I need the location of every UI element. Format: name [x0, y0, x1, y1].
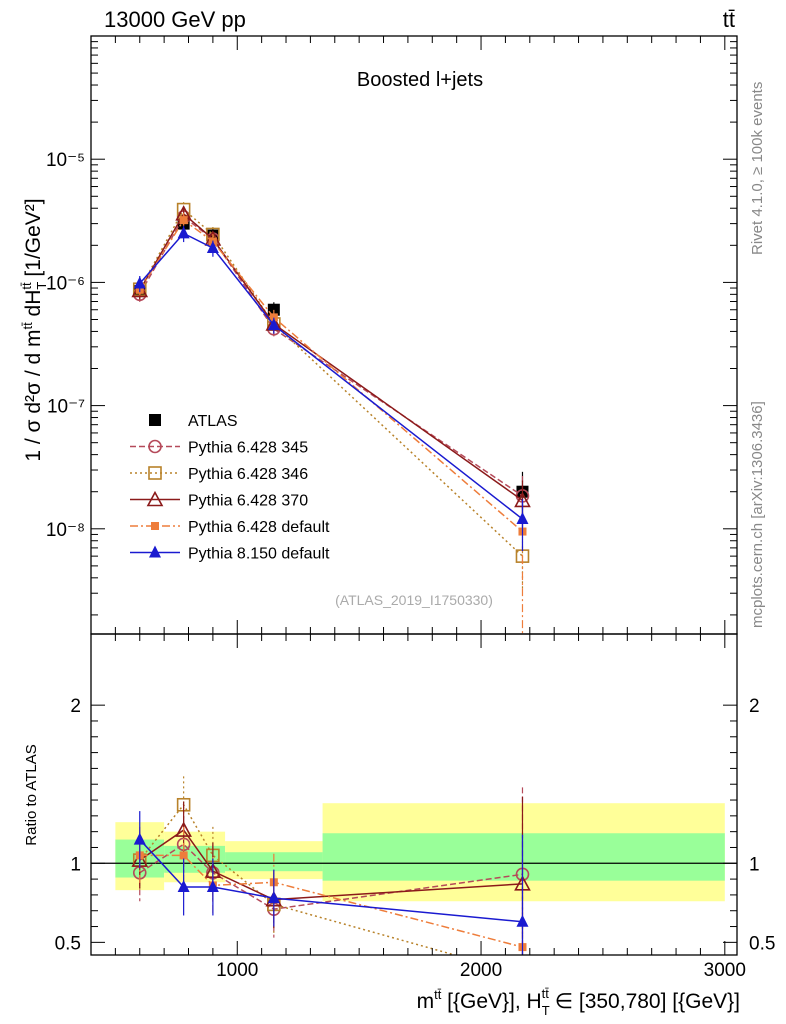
legend-label: Pythia 6.428 370: [188, 493, 308, 510]
legend-label: Pythia 6.428 345: [188, 440, 308, 457]
ratio-point: [175, 821, 192, 837]
ratio-y-tick-label: 0.5: [55, 933, 81, 954]
legend-label: Pythia 8.150 default: [188, 546, 330, 563]
ratio-point: [516, 914, 529, 927]
x-tick-label: 3000: [704, 960, 746, 981]
legend-label: Pythia 6.428 default: [188, 519, 330, 536]
ratio-bands: [91, 803, 737, 902]
ylabel-tail: [1/GeV²]: [22, 198, 45, 282]
y-tick-label: 10⁻⁶: [46, 273, 85, 294]
ratio-y-tick-label-right: 2: [749, 696, 760, 717]
header-left: 13000 GeV pp: [104, 7, 246, 32]
legend-label: ATLAS: [188, 413, 238, 430]
watermark: (ATLAS_2019_I1750330): [335, 592, 493, 608]
ratio-y-tick-label: 1: [70, 854, 81, 875]
ratio-axes: 2 2 1 1 0.5 0.5 1000 2000 3000: [55, 633, 775, 981]
ylabel-sup2: tt̄: [19, 282, 34, 290]
y-tick-label: 10⁻⁷: [47, 397, 85, 418]
data-point: [133, 276, 146, 289]
xlabel-m: m: [417, 990, 435, 1013]
ratio-series: [131, 776, 531, 980]
main-ylabel: 1 / σ d²σ / d mtt̄ dHTtt̄ [1/GeV²]: [19, 198, 49, 461]
ylabel-sup1: tt̄: [20, 322, 35, 330]
band-green: [322, 833, 725, 881]
x-tick-label: 2000: [460, 960, 502, 981]
ratio-y-tick-label-right: 1: [749, 854, 760, 875]
data-point: [179, 216, 188, 225]
x-tick-label: 1000: [216, 960, 258, 981]
data-point: [206, 241, 219, 254]
main-plot-area: [131, 202, 531, 634]
xlabel-sup2: tt̄: [542, 986, 550, 1001]
main-title: Boosted l+jets: [357, 69, 483, 91]
ratio-ylabel: Ratio to ATLAS: [23, 744, 40, 845]
data-point: [177, 226, 190, 239]
legend-label: Pythia 6.428 346: [188, 466, 308, 483]
ratio-frame: [90, 633, 738, 956]
ratio-point: [516, 968, 528, 980]
rivet-label: Rivet 4.1.0, ≥ 100k events: [749, 82, 766, 255]
header-right: tt̄: [723, 7, 735, 32]
legend-marker: [148, 466, 162, 480]
data-point: [269, 313, 278, 322]
ratio-y-tick-label-right: 0.5: [749, 933, 775, 954]
ratio-y-tick-label: 2: [70, 696, 81, 717]
xlabel-a: [{GeV}], H: [441, 990, 541, 1013]
ylabel-sub2: T: [34, 282, 49, 290]
ylabel-mid: dH: [22, 290, 45, 323]
ratio-point: [177, 880, 190, 893]
data-point: [516, 512, 529, 525]
legend-marker: [149, 545, 161, 558]
xlabel-b: ∈ [350,780] [{GeV}]: [549, 990, 740, 1013]
ratio-point: [206, 880, 219, 893]
xlabel: mtt̄ [{GeV}], HTtt̄ ∈ [350,780] [{GeV}]: [417, 986, 740, 1018]
series-line-2: [139, 208, 523, 557]
y-tick-label: 10⁻⁵: [46, 150, 85, 171]
ylabel-main: 1 / σ d²σ / d m: [22, 330, 45, 462]
y-tick-label: 10⁻⁸: [46, 520, 85, 541]
legend-marker: [151, 522, 159, 530]
ratio-point: [133, 832, 146, 845]
main-frame: [90, 35, 738, 635]
data-point: [267, 318, 280, 331]
legend-marker: [146, 490, 164, 507]
legend-marker: [149, 414, 161, 426]
ratio-point: [179, 851, 188, 860]
ratio-point: [267, 891, 280, 904]
series-line-4: [139, 219, 523, 533]
xlabel-sup1: tt̄: [434, 987, 442, 1002]
main-axes: 10⁻⁵ 10⁻⁶ 10⁻⁷ 10⁻⁸: [46, 35, 738, 635]
xlabel-sub: T: [542, 1003, 550, 1018]
legend-marker: [148, 439, 162, 454]
ratio-plot-area: [131, 776, 531, 980]
mcplots-label: mcplots.cern.ch [arXiv:1306.3436]: [749, 401, 766, 628]
legend: ATLAS Pythia 6.428 345 Pythia 6.428 346 Pyt…: [130, 413, 330, 563]
